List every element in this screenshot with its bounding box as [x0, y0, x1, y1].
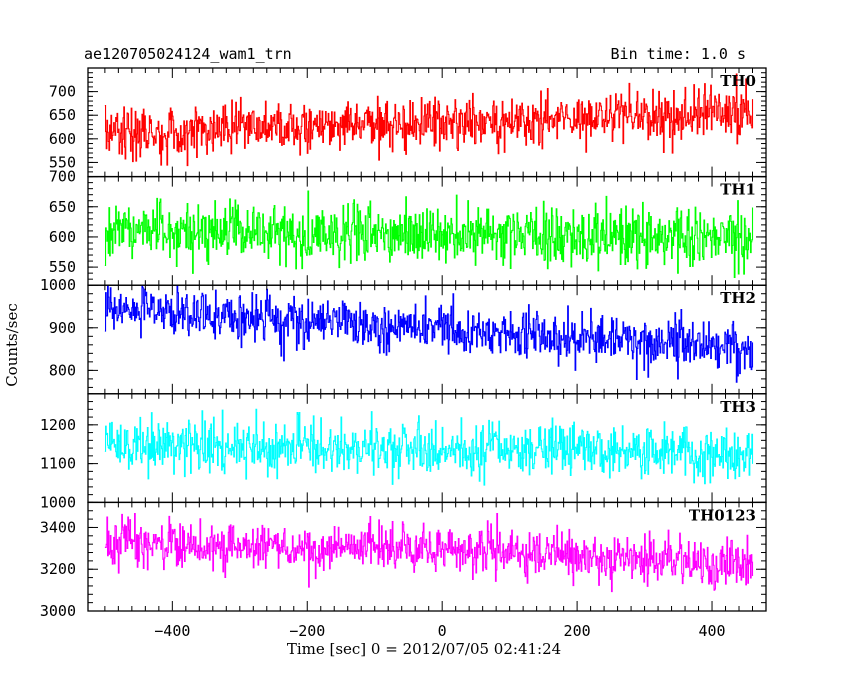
x-tick-label: −400	[154, 622, 190, 640]
x-tick-label: 400	[698, 622, 725, 640]
panel-th1: 550 600 650 700 TH1	[49, 168, 767, 286]
series-th2	[104, 285, 754, 383]
y-tick-label: 650	[49, 106, 76, 124]
panel-label: TH3	[720, 398, 756, 416]
panel-label: TH0123	[689, 506, 756, 524]
y-tick-label: 900	[49, 319, 76, 337]
x-tick-label: 200	[564, 622, 591, 640]
x-tick-label: 0	[438, 622, 447, 640]
panel-th0123: 3000 3200 3400 TH0123	[40, 501, 767, 620]
y-tick-label: 800	[49, 361, 76, 379]
y-tick-label: 600	[49, 130, 76, 148]
y-tick-label: 1000	[40, 276, 76, 294]
x-tick-label: −200	[289, 622, 325, 640]
y-axis-label: Counts/sec	[3, 303, 21, 387]
x-axis-label: Time [sec] 0 = 2012/07/05 02:41:24	[287, 640, 561, 658]
series-th1	[104, 190, 754, 278]
y-tick-label: 550	[49, 153, 76, 171]
panel-th0: 550 600 650 700 TH0	[49, 67, 767, 178]
y-tick-label: 3000	[40, 602, 76, 620]
panel-frame	[87, 501, 767, 612]
y-tick-label: 600	[49, 228, 76, 246]
chart-title: ae120705024124_wam1_trn	[84, 45, 292, 63]
series-th0	[104, 73, 754, 167]
y-tick-label: 3200	[40, 560, 76, 578]
y-tick-label: 700	[49, 168, 76, 186]
panel-th2: 800 900 1000 TH2	[40, 276, 767, 395]
y-tick-label: 650	[49, 198, 76, 216]
y-tick-label: 550	[49, 258, 76, 276]
bin-time-label: Bin time: 1.0 s	[610, 45, 746, 63]
panel-label: TH0	[720, 72, 756, 90]
panel-label: TH2	[720, 289, 756, 307]
y-tick-label: 1200	[40, 416, 76, 434]
series-th0123	[104, 512, 754, 593]
y-tick-label: 3400	[40, 518, 76, 536]
y-tick-label: 1000	[40, 493, 76, 511]
y-tick-label: 1100	[40, 455, 76, 473]
y-tick-label: 700	[49, 83, 76, 101]
panel-label: TH1	[720, 181, 756, 199]
panel-th3: 1000 1100 1200 TH3	[40, 393, 767, 511]
series-th3	[104, 408, 754, 486]
